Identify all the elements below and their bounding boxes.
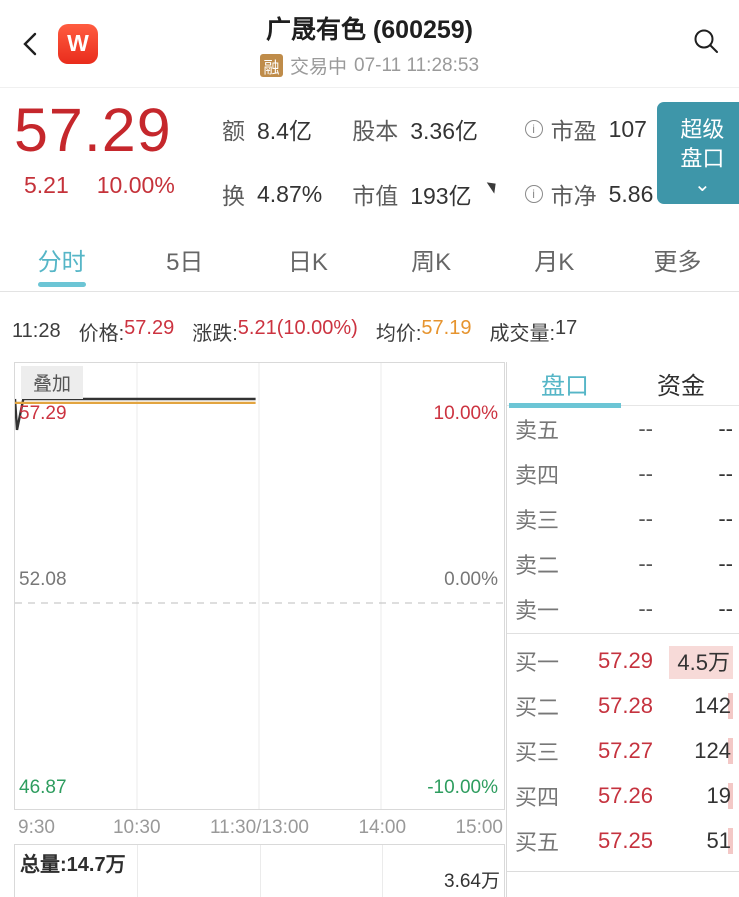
app-logo-w: W xyxy=(58,23,98,64)
ticker-volume: 成交量: 17 xyxy=(489,316,578,345)
volume-pane[interactable]: 总量:14.7万 3.64万 xyxy=(14,844,505,897)
tab-daily-k[interactable]: 日K xyxy=(287,249,328,276)
stats-grid: 额 8.4亿 换 4.87% 股本 3.36亿 市值 193亿 xyxy=(222,98,653,211)
y-label-zero-pct: 0.00% xyxy=(444,569,498,590)
ticker-time: 11:28 xyxy=(12,319,61,342)
x-tick: 11:30/13:00 xyxy=(210,817,309,838)
ask-row-4[interactable]: 卖四 -- -- xyxy=(515,460,733,488)
stat-pe-ratio[interactable]: i 市盈 107 xyxy=(524,112,654,146)
quote-datetime: 07-11 11:28:53 xyxy=(354,54,480,76)
volume-gridline xyxy=(381,845,383,897)
x-tick: 15:00 xyxy=(455,817,503,838)
bid-row-3[interactable]: 买三 57.27 124 xyxy=(515,737,733,765)
current-price: 57.29 xyxy=(14,96,172,164)
stat-share-capital: 股本 3.36亿 xyxy=(352,118,478,144)
super-pankou-button[interactable]: 超级 盘口 ⌄ xyxy=(657,102,739,204)
volume-scale-label: 3.64万 xyxy=(444,871,500,892)
tab-5day[interactable]: 5日 xyxy=(166,249,204,276)
stats-col-3: i 市盈 107 i 市净 5.86 xyxy=(524,112,654,211)
top-bar-right xyxy=(691,26,721,61)
volume-gridline xyxy=(137,845,139,897)
stat-pb-ratio[interactable]: i 市净 5.86 xyxy=(524,177,653,211)
bid-row-2[interactable]: 买二 57.28 142 xyxy=(515,692,733,720)
stats-col-1: 额 8.4亿 换 4.87% xyxy=(222,112,322,211)
margin-trading-badge: 融 xyxy=(259,54,283,77)
stat-turnover-amount: 额 8.4亿 xyxy=(222,118,312,144)
info-icon[interactable]: i xyxy=(524,185,543,203)
search-icon[interactable] xyxy=(691,29,721,60)
bid1-volume-highlight: 4.5万 xyxy=(669,645,733,679)
tab-more[interactable]: 更多 xyxy=(653,249,702,276)
y-label-prev-close-price: 52.08 xyxy=(19,569,67,590)
x-tick: 10:30 xyxy=(112,817,161,838)
price-block: 57.29 5.21 10.00% xyxy=(14,96,222,199)
info-icon[interactable]: i xyxy=(524,120,543,138)
overlay-compare-button[interactable]: 叠加 xyxy=(21,366,84,399)
minute-chart-svg xyxy=(15,363,504,809)
ticker-price: 价格: 57.29 xyxy=(78,316,175,345)
x-tick: 9:30 xyxy=(18,817,55,838)
stats-col-2: 股本 3.36亿 市值 193亿 xyxy=(352,112,496,211)
ticker-change: 涨跌: 5.21(10.00%) xyxy=(192,316,358,345)
panel-tabs: 盘口 资金 xyxy=(507,362,739,408)
chevron-down-icon: ⌄ xyxy=(693,173,711,196)
price-line xyxy=(15,397,256,431)
ask-row-3[interactable]: 卖三 -- -- xyxy=(515,505,733,533)
title-block: 广晟有色 (600259) 融 交易中 07-11 11:28:53 xyxy=(0,10,739,79)
bid-row-5[interactable]: 买五 57.25 51 xyxy=(515,827,733,855)
tab-minute[interactable]: 分时 xyxy=(0,228,123,291)
y-label-limit-up-pct: 10.00% xyxy=(433,403,498,424)
main-area: 叠加 57.29 10.00% 52.08 0.00% 46.87 -10.00… xyxy=(0,362,739,897)
y-label-limit-down-price: 46.87 xyxy=(19,777,67,798)
ticker-info-line: 11:28 价格: 57.29 涨跌: 5.21(10.00%) 均价: 57.19 … xyxy=(12,310,739,352)
tab-order-book[interactable]: 盘口 xyxy=(507,362,623,408)
ask-row-1[interactable]: 卖一 -- -- xyxy=(515,595,733,623)
ask-row-2[interactable]: 卖二 -- -- xyxy=(515,550,733,578)
active-tab-underline xyxy=(37,282,86,287)
price-change-row: 5.21 10.00% xyxy=(14,172,222,199)
market-cap-flag-icon xyxy=(484,182,496,194)
tab-weekly-k[interactable]: 周K xyxy=(411,249,452,276)
order-book-panel: 盘口 资金 卖五 -- -- 卖四 -- -- 卖三 -- -- 卖二 -- xyxy=(506,362,739,897)
bid-ask-divider xyxy=(507,633,739,634)
bid-row-4[interactable]: 买四 57.26 19 xyxy=(515,782,733,810)
chart-column: 叠加 57.29 10.00% 52.08 0.00% 46.87 -10.00… xyxy=(0,362,506,897)
tab-capital-flow[interactable]: 资金 xyxy=(657,373,705,400)
ask-row-5[interactable]: 卖五 -- -- xyxy=(515,415,733,443)
subtitle: 融 交易中 07-11 11:28:53 xyxy=(0,52,739,79)
ticker-avg: 均价: 57.19 xyxy=(375,316,472,345)
page-title: 广晟有色 (600259) xyxy=(265,16,474,44)
top-bar: W 广晟有色 (600259) 融 交易中 07-11 11:28:53 xyxy=(0,0,739,88)
quote-summary: 57.29 5.21 10.00% 额 8.4亿 换 4.87% 股本 xyxy=(0,88,739,228)
stat-market-cap: 市值 193亿 xyxy=(352,177,496,211)
bid-row-1[interactable]: 买一 57.29 4.5万 xyxy=(507,638,739,683)
price-change-pct: 10.00% xyxy=(96,171,175,198)
volume-total-label: 总量:14.7万 xyxy=(20,854,126,876)
order-book-bottom-divider xyxy=(507,871,739,872)
y-label-limit-up-price: 57.29 xyxy=(19,403,67,424)
period-tabs: 分时 5日 日K 周K 月K 更多 xyxy=(0,228,739,292)
stat-turnover-rate: 换 4.87% xyxy=(222,180,323,210)
back-icon[interactable] xyxy=(18,31,44,57)
x-tick: 14:00 xyxy=(358,817,407,838)
minute-chart[interactable]: 叠加 57.29 10.00% 52.08 0.00% 46.87 -10.00… xyxy=(14,362,505,810)
time-axis: 9:30 10:30 11:30/13:00 14:00 15:00 xyxy=(14,810,505,844)
tab-monthly-k[interactable]: 月K xyxy=(534,249,575,276)
price-change: 5.21 xyxy=(24,171,69,198)
top-bar-left: W xyxy=(18,23,98,64)
y-label-limit-down-pct: -10.00% xyxy=(427,777,498,798)
trading-status: 交易中 xyxy=(289,57,347,78)
volume-gridline xyxy=(259,845,261,897)
